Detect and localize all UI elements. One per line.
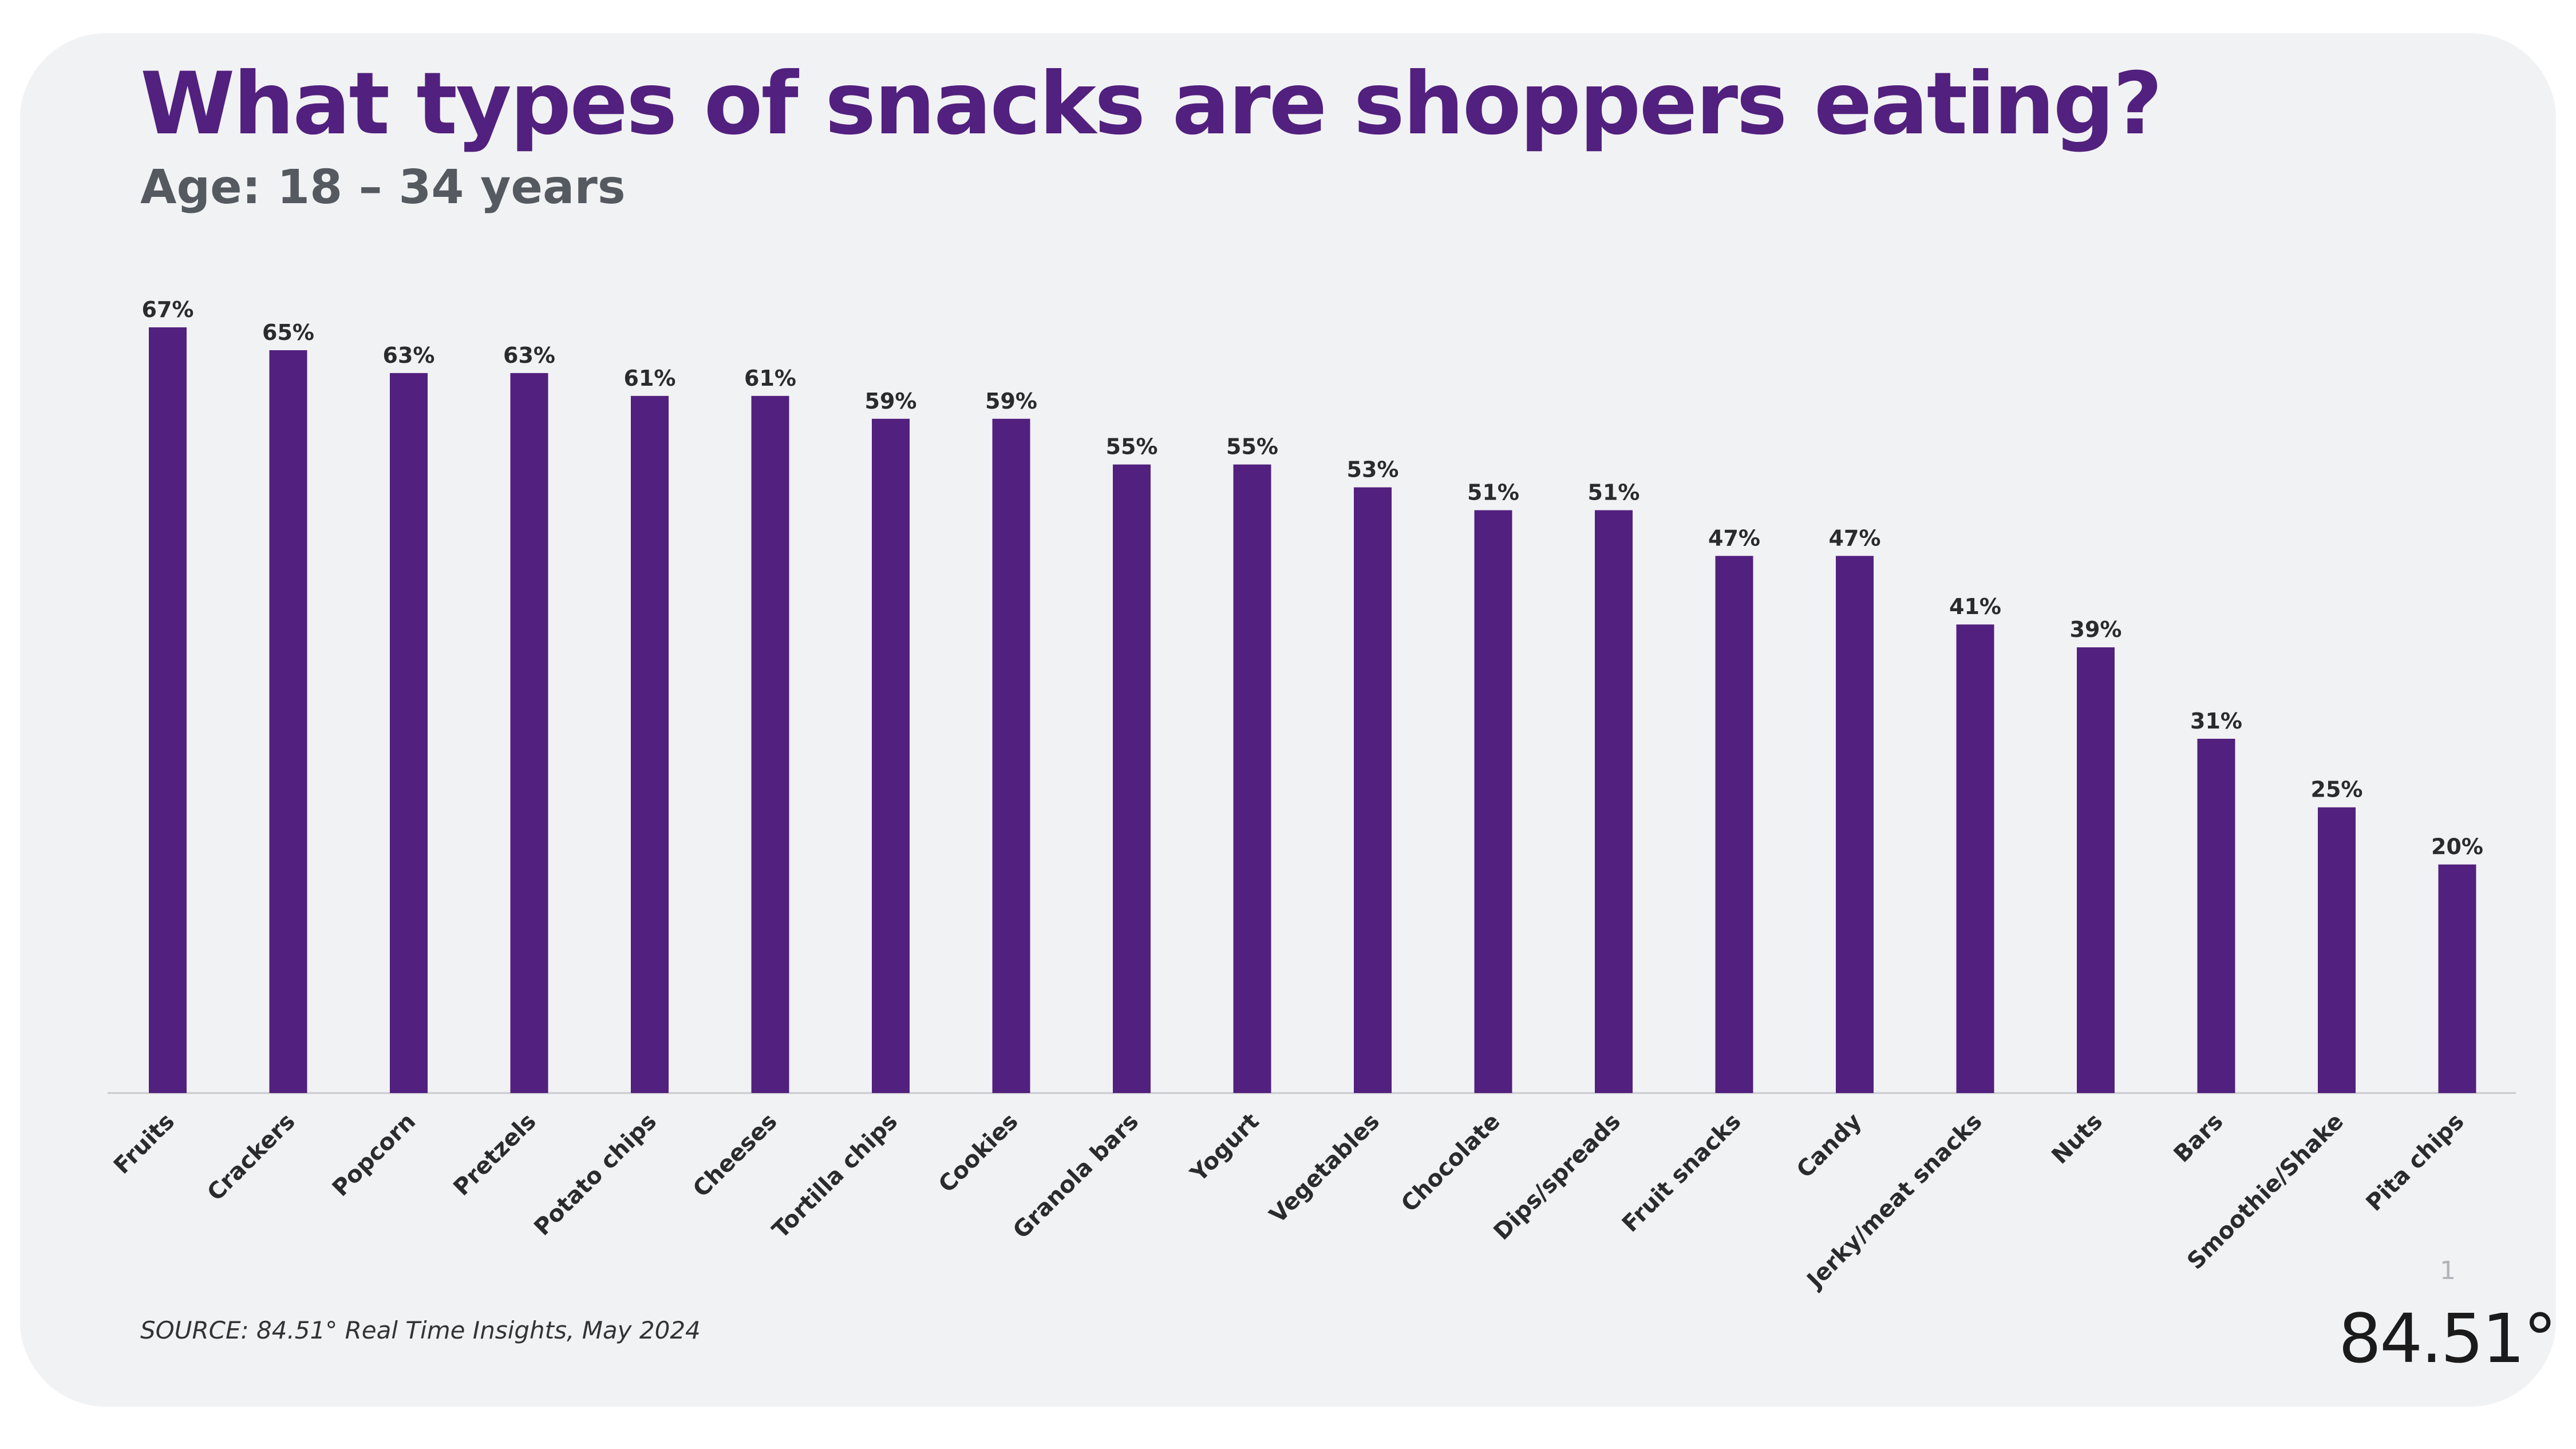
value-label-crackers: 65%: [262, 320, 314, 345]
value-label-pretzels: 63%: [503, 343, 555, 368]
bar-granola-bars: [1113, 464, 1151, 1093]
value-label-potato-chips: 61%: [624, 366, 676, 391]
category-label-pita-chips: Pita chips: [2361, 1108, 2469, 1217]
category-label-potato-chips: Potato chips: [529, 1108, 662, 1241]
category-label-candy: Candy: [1792, 1108, 1867, 1183]
value-label-granola-bars: 55%: [1106, 434, 1158, 460]
page-number: 1: [2440, 1256, 2456, 1285]
value-label-bars: 31%: [2190, 708, 2242, 734]
bar-chocolate: [1474, 510, 1512, 1093]
category-label-fruit-snacks: Fruit snacks: [1617, 1108, 1747, 1238]
category-label-bars: Bars: [2169, 1108, 2229, 1168]
value-label-popcorn: 63%: [383, 343, 435, 368]
bar-fruit-snacks: [1715, 556, 1753, 1093]
value-label-nuts: 39%: [2070, 617, 2122, 642]
category-label-pretzels: Pretzels: [448, 1108, 541, 1201]
brand-logo: 84.51°: [2338, 1299, 2557, 1378]
value-label-tortilla-chips: 59%: [865, 389, 917, 414]
category-label-dips-spreads: Dips/spreads: [1489, 1108, 1626, 1245]
bar-crackers: [269, 350, 307, 1093]
page-title: What types of snacks are shoppers eating…: [140, 54, 2163, 154]
bar-yogurt: [1233, 464, 1271, 1093]
page-subtitle: Age: 18 – 34 years: [140, 160, 626, 215]
value-label-candy: 47%: [1829, 525, 1881, 551]
bar-dips-spreads: [1595, 510, 1633, 1093]
category-label-crackers: Crackers: [202, 1108, 300, 1206]
category-label-tortilla-chips: Tortilla chips: [767, 1108, 903, 1244]
source-note: SOURCE: 84.51° Real Time Insights, May 2…: [140, 1316, 701, 1344]
bar-nuts: [2077, 647, 2115, 1093]
bar-cheeses: [751, 395, 789, 1093]
value-label-fruits: 67%: [142, 297, 194, 322]
bar-candy: [1836, 556, 1874, 1093]
bar-popcorn: [390, 373, 428, 1093]
bar-bars: [2197, 738, 2235, 1093]
bar-pita-chips: [2438, 864, 2476, 1093]
bar-potato-chips: [631, 395, 669, 1093]
bar-pretzels: [510, 373, 548, 1093]
category-label-chocolate: Chocolate: [1396, 1108, 1506, 1218]
bars-group: [149, 327, 2476, 1094]
category-label-cheeses: Cheeses: [688, 1108, 783, 1203]
value-label-chocolate: 51%: [1467, 480, 1519, 505]
bar-tortilla-chips: [872, 418, 910, 1093]
category-label-popcorn: Popcorn: [327, 1108, 421, 1202]
category-label-yogurt: Yogurt: [1185, 1108, 1264, 1187]
value-label-yogurt: 55%: [1226, 434, 1278, 460]
bar-vegetables: [1354, 487, 1392, 1094]
value-label-smoothie-shake: 25%: [2311, 777, 2363, 802]
bar-fruits: [149, 327, 187, 1093]
category-label-granola-bars: Granola bars: [1008, 1108, 1144, 1244]
value-label-cookies: 59%: [985, 389, 1037, 414]
slide-card: [20, 33, 2556, 1407]
category-label-fruits: Fruits: [109, 1108, 180, 1179]
category-label-vegetables: Vegetables: [1265, 1108, 1385, 1229]
value-label-vegetables: 53%: [1347, 457, 1399, 482]
category-label-nuts: Nuts: [2046, 1108, 2108, 1170]
value-label-jerky-meat-snacks: 41%: [1949, 594, 2001, 619]
category-label-cookies: Cookies: [934, 1108, 1024, 1198]
bar-cookies: [992, 418, 1030, 1093]
bar-jerky-meat-snacks: [1956, 624, 1994, 1093]
value-label-cheeses: 61%: [744, 366, 796, 391]
value-label-fruit-snacks: 47%: [1708, 525, 1760, 551]
value-label-pita-chips: 20%: [2431, 834, 2483, 860]
value-labels-group: 67% 65% 63% 63% 61% 61% 59% 59% 55% 55% 53% 51% 51% 4…: [142, 297, 2483, 860]
bar-smoothie-shake: [2318, 807, 2356, 1093]
value-label-dips-spreads: 51%: [1588, 480, 1640, 505]
